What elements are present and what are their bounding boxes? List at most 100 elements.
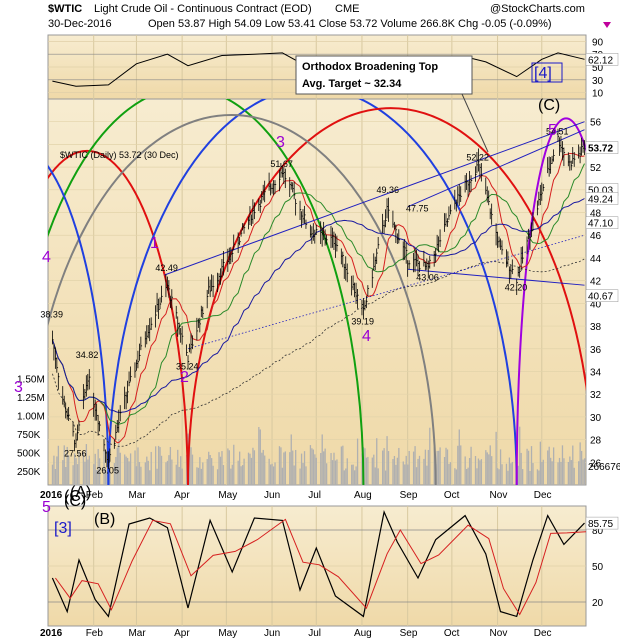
volume-bar: [56, 456, 58, 485]
volume-bar: [408, 450, 410, 485]
volume-bar: [479, 460, 481, 485]
x-tick-label: Oct: [444, 628, 460, 639]
volume-bar: [561, 445, 564, 485]
volume-bar: [405, 455, 407, 485]
volume-bar: [454, 468, 456, 485]
volume-bar: [384, 470, 387, 485]
volume-bar: [216, 469, 219, 485]
volume-bar: [166, 460, 169, 485]
volume-bar: [315, 457, 317, 485]
annotation-box: [295, 55, 473, 95]
volume-bar: [116, 447, 118, 485]
volume-bar: [443, 457, 446, 485]
x-tick-label: Jun: [264, 628, 280, 639]
price-right-badge: [585, 216, 619, 229]
x-tick-label: 2016: [40, 490, 63, 501]
annotation-pointer: [461, 93, 489, 153]
volume-bar: [293, 465, 295, 485]
chart-labels: 38.39 34.82 27.56 26.05 42.49 35.24 51.67 39.19…: [14, 53, 619, 537]
volume-bar: [563, 458, 565, 485]
volume-bar: [180, 456, 182, 485]
annotation-line2: Avg. Target ~ 32.34: [302, 78, 402, 90]
stoch-tick-label: 80: [592, 526, 604, 537]
volume-bar: [75, 458, 77, 485]
rsi-last-badge: [585, 53, 619, 66]
volume-bar: [309, 445, 312, 485]
volume-bar: [76, 464, 79, 485]
volume-tick-label: 250K: [17, 467, 41, 478]
x-tick-label: Sep: [400, 628, 418, 639]
volume-bar: [491, 456, 493, 485]
volume-bar: [241, 465, 244, 485]
volume-bars: [51, 426, 586, 485]
volume-bar: [271, 463, 273, 485]
down-arrow-icon: [603, 22, 611, 28]
price-label: 38.39: [40, 310, 63, 320]
volume-bar: [190, 447, 192, 485]
volume-bar: [185, 454, 188, 485]
volume-bar: [175, 464, 177, 485]
x-tick-label: Oct: [444, 490, 460, 501]
stoch-wave-label: [3]: [54, 520, 72, 537]
inner-legend: $WTIC (Daily) 53.72 (30 Dec): [60, 150, 179, 160]
volume-bar: [118, 439, 120, 485]
volume-bar: [292, 450, 294, 485]
rsi-tick-label: 10: [592, 89, 604, 100]
price-label: 27.56: [64, 449, 87, 459]
volume-bar: [247, 452, 250, 485]
volume-bar: [233, 444, 235, 485]
volume-bar: [496, 468, 499, 485]
stoch-last-badge: [585, 516, 619, 530]
price-right-label: 53.72: [588, 144, 613, 155]
volume-bar: [356, 438, 359, 485]
volume-bar: [418, 455, 421, 485]
volume-bar: [115, 456, 117, 485]
header-date: 30-Dec-2016: [48, 18, 112, 30]
volume-bar: [284, 451, 287, 485]
price-right-label: 47.10: [588, 219, 613, 230]
volume-bar: [548, 446, 550, 485]
volume-bar: [128, 461, 130, 485]
price-label: 42.49: [155, 263, 178, 273]
volume-bar: [429, 427, 431, 485]
x-tick-label: Aug: [354, 628, 372, 639]
volume-bar: [295, 449, 297, 485]
volume-bar: [155, 446, 157, 485]
volume-bar: [392, 459, 394, 485]
volume-bar: [445, 447, 447, 485]
x-tick-label: Jun: [264, 490, 280, 501]
volume-bar: [376, 438, 378, 485]
volume-bar: [202, 462, 204, 485]
volume-bar: [196, 467, 198, 485]
volume-bar: [305, 466, 307, 485]
stoch-wave-label: (C): [64, 493, 86, 510]
volume-bar: [580, 450, 583, 485]
volume-bar: [340, 446, 343, 485]
volume-bar: [109, 468, 111, 485]
volume-bar: [346, 458, 348, 485]
volume-bar: [222, 465, 225, 485]
volume-bar: [395, 464, 397, 485]
stoch-d-line: [54, 518, 586, 616]
volume-bar: [510, 463, 512, 485]
volume-bar: [539, 441, 542, 485]
wave-label: 5: [548, 122, 557, 139]
volume-bar: [527, 450, 530, 485]
volume-bar: [237, 460, 239, 485]
volume-bar: [438, 450, 440, 485]
x-tick-label: Mar: [128, 628, 146, 639]
volume-bar: [178, 466, 180, 485]
volume-bar: [78, 451, 80, 485]
volume-bar: [477, 458, 480, 485]
price-label: 54.51: [546, 127, 569, 137]
volume-bar: [63, 445, 65, 485]
volume-bar: [374, 467, 376, 485]
volume-bar: [371, 457, 373, 485]
wave-label: (C): [64, 488, 86, 505]
wave-label: 4: [42, 249, 51, 266]
volume-bar: [417, 458, 419, 485]
volume-bar: [330, 453, 332, 485]
wave-label: [4]: [534, 65, 552, 82]
volume-bar: [426, 465, 428, 485]
volume-bar: [72, 465, 74, 485]
